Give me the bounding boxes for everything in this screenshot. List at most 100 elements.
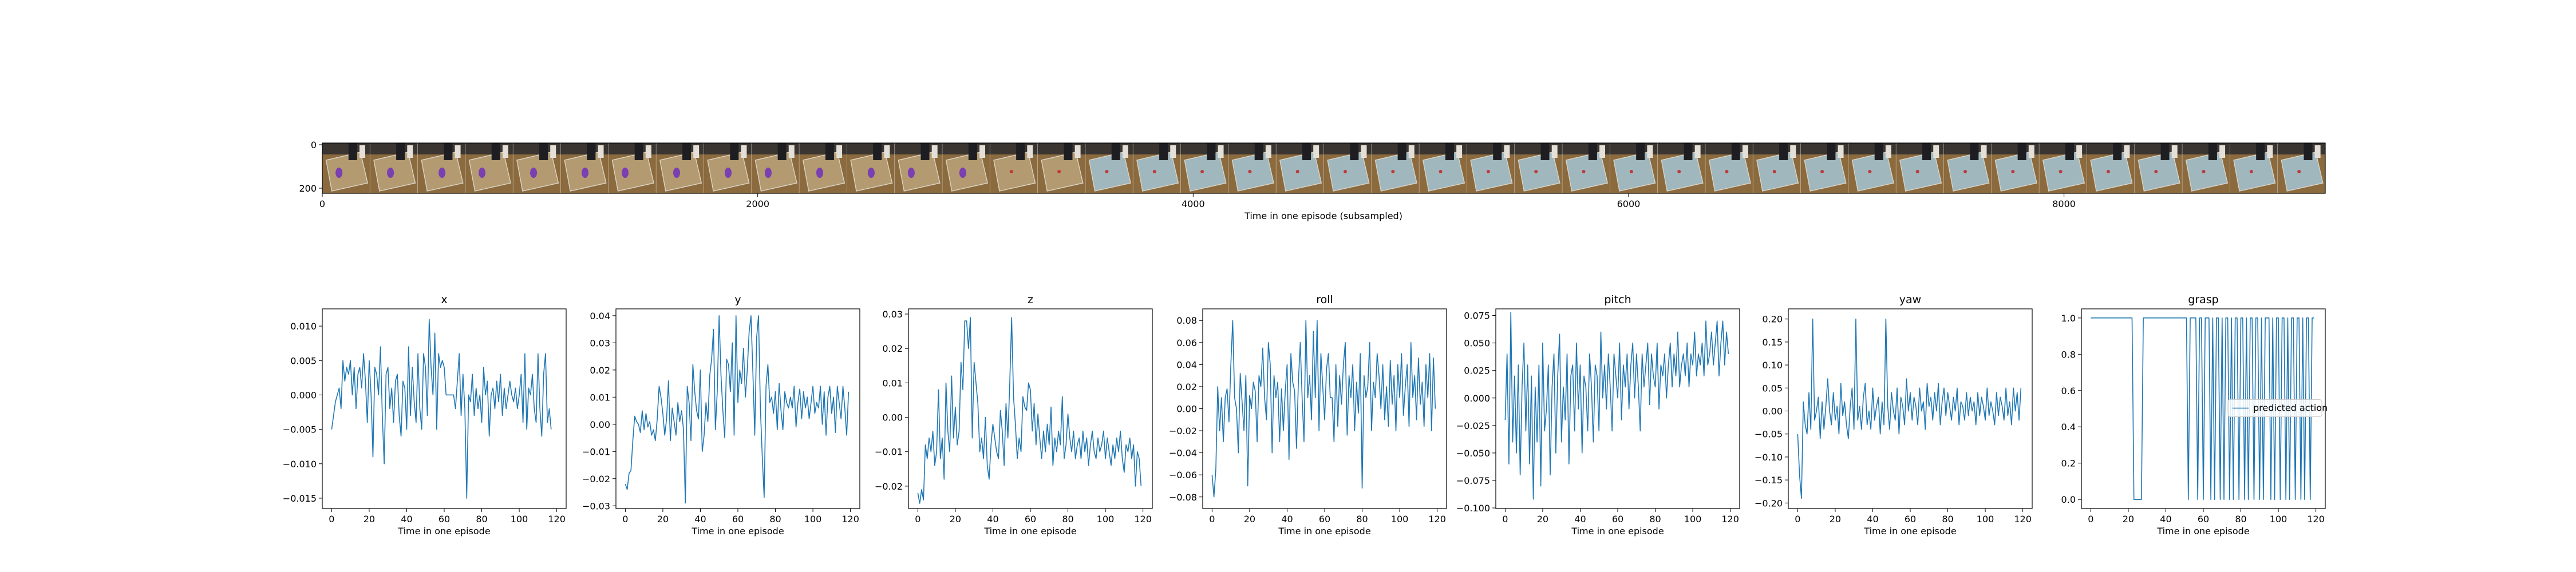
strip-frame [608,143,657,193]
x-tick-label: 80 [2235,514,2246,525]
strip-frame [1657,143,1706,193]
strip-frame [704,143,752,193]
strip-frame [1848,143,1897,193]
x-tick-label: 0 [1502,514,1508,525]
x-tick-label: 40 [2160,514,2171,525]
strip-frame [751,143,800,193]
y-tick-label: 0.00 [590,419,610,430]
x-tick-label: 100 [1097,514,1115,525]
strip-frame [1943,143,1992,193]
x-axis-label: Time in one episode [1278,526,1370,537]
y-tick-label: 0.02 [590,365,610,376]
frame-strip-images [322,143,2326,193]
subplot-title: grasp [2188,293,2218,306]
y-tick-label: −0.01 [582,446,610,457]
x-tick-label: 60 [1612,514,1623,525]
strip-y-ticks: 0 200 [299,140,322,194]
x-tick-label: 0 [2088,514,2093,525]
y-tick-label: −0.02 [582,474,610,484]
x-tick-label: 0 [329,514,334,525]
strip-frame [417,143,466,193]
x-axis-label: Time in one episode [691,526,784,537]
strip-frame [799,143,847,193]
x-tick-label: 60 [438,514,450,525]
y-tick-label: −0.010 [283,459,317,470]
x-tick-label: 0 [1209,514,1215,525]
strip-x-ticks: 0 2000 4000 6000 8000 [319,193,2076,209]
strip-frame [1275,143,1324,193]
strip-frame [1037,143,1086,193]
x-tick-label: 0 [1795,514,1800,525]
y-tick-label: 0.01 [882,378,903,388]
x-tick-label: 120 [2014,514,2032,525]
y-tick-label: 0.02 [1176,382,1197,392]
y-tick-label: 0.00 [882,412,903,423]
strip-frame [1514,143,1563,193]
strip-x-axis-label: Time in one episode (subsampled) [1244,210,1402,221]
x-tick-label: 80 [1356,514,1368,525]
y-tick-label: 0.03 [882,309,903,320]
y-tick-label: −0.005 [283,424,317,435]
strip-frame [465,143,513,193]
y-tick-label: −0.10 [1755,452,1783,463]
y-tick-label: 0.03 [590,337,610,348]
strip-frame [1419,143,1467,193]
strip-frame [1228,143,1277,193]
y-tick-label: 0.00 [1176,404,1197,415]
x-axis-label: Time in one episode [983,526,1076,537]
strip-frame [1800,143,1849,193]
y-tick-label: −0.025 [1456,420,1490,431]
x-tick-label: 20 [657,514,669,525]
x-tick-label: 120 [548,514,566,525]
strip-x-tick-label: 8000 [2052,198,2076,209]
x-tick-label: 20 [1244,514,1255,525]
series-line [331,319,552,499]
x-tick-label: 80 [1649,514,1661,525]
y-tick-label: −0.050 [1456,448,1490,459]
subplot-z: z 0 20 40 60 80 100 120 Time in one episode −0.02… [875,293,1153,537]
series-line [917,317,1142,504]
x-tick-label: 120 [1428,514,1446,525]
x-tick-label: 40 [694,514,706,525]
y-tick-label: 0.20 [1762,314,1783,325]
strip-y-tick-label: 200 [299,183,317,194]
x-tick-label: 120 [841,514,859,525]
series-line [1211,320,1436,498]
x-tick-label: 40 [1574,514,1586,525]
strip-frame [2087,143,2135,193]
y-tick-label: 0.10 [1762,360,1783,371]
x-tick-label: 80 [1062,514,1073,525]
x-tick-label: 60 [1905,514,1916,525]
strip-frame [655,143,704,193]
x-tick-label: 20 [364,514,375,525]
y-tick-label: −0.15 [1755,475,1783,486]
y-tick-label: 0.075 [1464,311,1490,321]
y-tick-label: −0.01 [875,447,903,458]
strip-frame [1609,143,1658,193]
strip-frame [1132,143,1182,193]
strip-frame [2277,143,2326,193]
x-axis-label: Time in one episode [2156,526,2249,537]
plot-frame [322,308,567,509]
y-tick-label: 0.15 [1762,337,1783,348]
y-tick-label: 0.04 [1176,359,1197,370]
y-tick-label: 0.0 [2061,494,2076,505]
x-tick-label: 120 [1134,514,1152,525]
y-tick-label: 0.01 [590,392,610,403]
strip-frame [369,143,418,193]
y-tick-label: 0.02 [882,343,903,354]
strip-frame [942,143,990,193]
x-tick-label: 60 [732,514,744,525]
strip-x-tick-label: 0 [319,198,325,209]
y-tick-label: 0.6 [2061,386,2076,396]
strip-frame [1467,143,1515,193]
subplot-pitch: pitch 0 20 40 60 80 100 120 Time in one episode −… [1456,293,1740,537]
legend: predicted action [2227,399,2328,417]
legend-label: predicted action [2253,403,2328,414]
strip-frame [1752,143,1801,193]
y-tick-label: 0.005 [290,355,317,366]
strip-frame [2182,143,2230,193]
y-tick-label: −0.05 [1755,429,1783,440]
x-tick-label: 20 [1537,514,1548,525]
x-tick-label: 40 [1867,514,1878,525]
